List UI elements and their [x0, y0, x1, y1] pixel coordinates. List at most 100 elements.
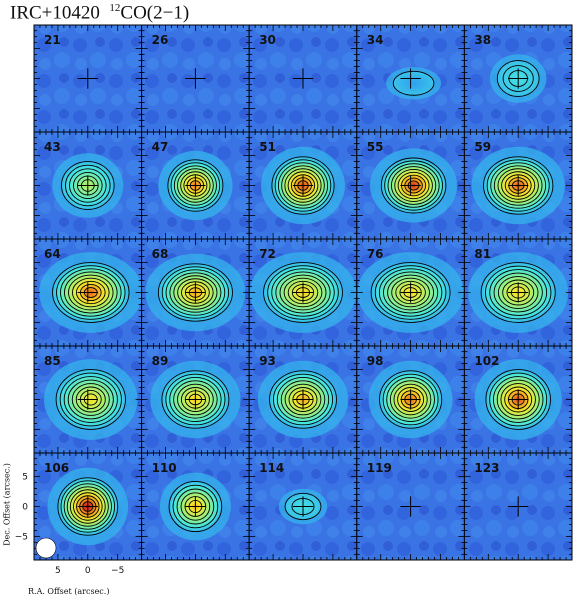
contour-line	[181, 281, 210, 304]
contour-line	[502, 279, 535, 306]
contour-line	[271, 156, 335, 215]
contour-line	[485, 369, 551, 430]
contour-line	[484, 265, 552, 320]
emission-layer	[386, 67, 442, 100]
channel-velocity-label: 26	[152, 33, 169, 47]
panel-frame	[463, 452, 573, 561]
channel-panel-76: 76	[356, 238, 465, 347]
contour-line	[394, 169, 433, 202]
line-name: CO(2−1)	[120, 2, 190, 24]
contour-line	[493, 165, 543, 206]
contour-line	[167, 159, 224, 212]
contour-line	[483, 156, 554, 215]
contour-line	[387, 274, 435, 311]
contour-line	[173, 275, 218, 310]
contour-line	[168, 480, 223, 533]
channel-velocity-label: 34	[367, 33, 384, 47]
contour-line	[64, 271, 118, 314]
contour-line	[67, 379, 114, 420]
y-tick-label: 5	[22, 473, 28, 483]
contour-line	[180, 171, 211, 200]
contour-line	[384, 160, 443, 211]
contour-line	[390, 166, 437, 205]
contour-line	[177, 168, 214, 203]
contour-line	[161, 370, 230, 429]
channel-velocity-label: 51	[259, 140, 276, 154]
contour-line	[63, 376, 118, 423]
channel-panel-114: 114	[248, 452, 358, 561]
contour-line	[269, 370, 337, 429]
contour-line	[66, 486, 109, 527]
channel-panel-43: 43	[33, 131, 143, 240]
contour-line	[75, 386, 106, 413]
contour-line	[393, 383, 428, 416]
channel-panel-38: 38	[463, 24, 573, 133]
contour-line	[492, 376, 544, 423]
channel-panel-106: 106	[33, 452, 143, 561]
contour-line	[65, 164, 111, 207]
contour-line	[63, 483, 112, 530]
contour-line	[290, 174, 316, 197]
contour-line	[71, 383, 110, 416]
contour-line	[389, 380, 432, 419]
contour-line	[169, 377, 222, 422]
contour-line	[280, 380, 326, 419]
channel-velocity-label: 89	[152, 354, 169, 368]
y-tick-label: −5	[15, 532, 28, 542]
contour-line	[180, 492, 211, 521]
contour-line	[480, 262, 556, 323]
source-name: IRC+10420	[10, 2, 100, 24]
contour-line	[395, 280, 426, 305]
contour-line	[68, 274, 114, 311]
channel-panel-93: 93	[248, 345, 358, 454]
contour-line	[374, 265, 447, 320]
channel-velocity-label: 98	[367, 354, 384, 368]
contour-line	[169, 272, 222, 313]
contour-line	[392, 70, 435, 96]
contour-line	[272, 373, 334, 426]
contour-line	[489, 269, 548, 316]
contour-line	[387, 163, 440, 208]
contour-line	[52, 262, 130, 323]
contour-line	[55, 369, 126, 430]
contour-line	[287, 280, 319, 305]
contour-line	[274, 159, 332, 212]
x-tick-label: 0	[85, 566, 91, 576]
contour-line	[267, 265, 339, 320]
channel-panel-85: 85	[33, 345, 143, 454]
contour-line	[161, 266, 230, 319]
y-tick-label: 0	[22, 503, 28, 513]
channel-velocity-label: 85	[44, 354, 61, 368]
channel-velocity-label: 93	[259, 354, 276, 368]
channel-velocity-label: 43	[44, 140, 61, 154]
contour-line	[177, 383, 214, 416]
contour-line	[502, 65, 534, 92]
channel-velocity-label: 119	[367, 461, 392, 475]
contour-line	[504, 386, 533, 413]
isotope-superscript: 12	[109, 2, 121, 14]
channel-panel-89: 89	[141, 345, 250, 454]
channel-velocity-label: 123	[474, 461, 499, 475]
contour-line	[497, 168, 539, 203]
channel-panel-55: 55	[356, 131, 465, 240]
contour-line	[489, 372, 548, 427]
contour-line	[73, 492, 103, 521]
channel-panel-51: 51	[248, 131, 358, 240]
figure-title: IRC+10420 12CO(2−1)	[10, 2, 189, 24]
channel-velocity-label: 64	[44, 247, 61, 261]
channel-velocity-label: 68	[152, 247, 169, 261]
channel-panel-30: 30	[248, 24, 358, 133]
contour-line	[490, 162, 547, 209]
contour-line	[501, 171, 536, 200]
contour-line	[288, 387, 318, 412]
channel-panel-98: 98	[356, 345, 465, 454]
contour-line	[397, 387, 425, 412]
channel-velocity-label: 106	[44, 461, 69, 475]
contour-line	[172, 484, 219, 529]
contour-line	[69, 168, 107, 203]
contour-line	[76, 495, 100, 518]
contour-line	[277, 162, 329, 209]
x-tick-label: 5	[55, 566, 61, 576]
contour-line	[279, 274, 327, 311]
